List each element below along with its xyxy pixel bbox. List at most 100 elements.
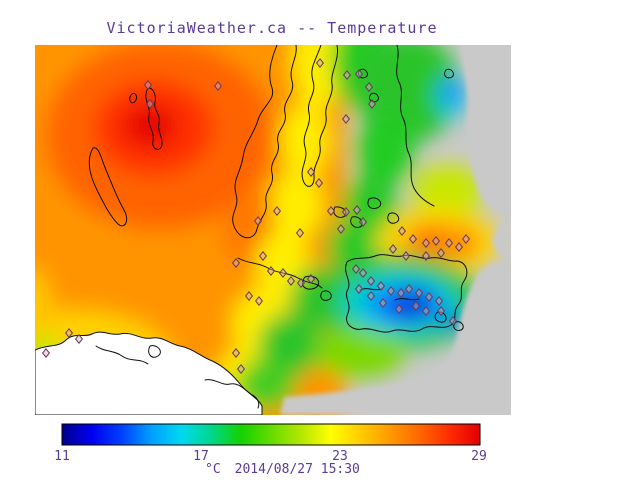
colorbar-gradient-bar: [61, 423, 481, 446]
station-marker: [296, 278, 306, 288]
station-marker: [258, 251, 268, 261]
unit-label: °C: [205, 462, 221, 477]
coastline-inlet-east: [301, 45, 339, 187]
station-marker: [397, 226, 407, 236]
station-marker: [341, 207, 351, 217]
station-marker: [436, 306, 446, 316]
station-marker: [231, 258, 241, 268]
station-marker: [231, 348, 241, 358]
station-markers: [41, 58, 471, 374]
station-marker: [376, 281, 386, 291]
figure-title: VictoriaWeather.ca -- Temperature: [106, 19, 437, 37]
colorbar-tick-label: 23: [332, 449, 348, 464]
station-marker: [254, 296, 264, 306]
colorbar-tick-label: 11: [54, 449, 70, 464]
island-outline: [350, 216, 363, 228]
lake-outline: [145, 87, 163, 150]
island-outline: [88, 147, 128, 227]
coastlines: [88, 45, 468, 409]
station-marker: [272, 206, 282, 216]
station-marker: [378, 298, 388, 308]
station-marker: [314, 178, 324, 188]
station-marker: [354, 284, 364, 294]
station-marker: [336, 224, 346, 234]
station-marker: [366, 276, 376, 286]
island-outline: [453, 321, 464, 331]
no-data-region: [459, 45, 511, 214]
station-marker: [388, 244, 398, 254]
station-marker: [366, 291, 376, 301]
station-marker: [74, 334, 84, 344]
station-marker: [434, 296, 444, 306]
station-marker: [444, 238, 454, 248]
station-marker: [414, 288, 424, 298]
colorbar-caption: °C 2014/08/27 15:30: [205, 462, 360, 477]
island-outline: [358, 68, 368, 79]
station-marker: [278, 268, 288, 278]
island-outline: [301, 275, 320, 290]
island-outline: [320, 290, 332, 301]
station-marker: [424, 292, 434, 302]
coastline-inlet-west: [232, 45, 297, 239]
lake-outline: [129, 92, 137, 104]
station-marker: [315, 58, 325, 68]
island-outline: [369, 92, 379, 103]
timestamp: 2014/08/27 15:30: [235, 462, 360, 477]
station-marker: [253, 216, 263, 226]
station-marker: [421, 251, 431, 261]
station-marker: [364, 82, 374, 92]
station-marker: [143, 80, 153, 90]
no-data-region: [492, 214, 511, 262]
station-marker: [421, 306, 431, 316]
station-marker: [306, 167, 316, 177]
coastline-detail: [394, 298, 420, 301]
station-marker: [266, 266, 276, 276]
coastline-east: [396, 45, 435, 207]
coastline-southeast-island: [345, 254, 468, 333]
colorbar-tick-label: 29: [471, 449, 487, 464]
station-marker: [64, 328, 74, 338]
station-marker: [421, 238, 431, 248]
colorbar-tick-label: 17: [193, 449, 209, 464]
lake-outline: [148, 345, 161, 358]
no-data-regions: [280, 45, 511, 415]
station-marker: [236, 364, 246, 374]
station-marker: [394, 304, 404, 314]
station-marker: [358, 217, 368, 227]
island-outline: [444, 68, 454, 79]
station-marker: [396, 288, 406, 298]
station-marker: [404, 284, 414, 294]
station-marker: [408, 234, 418, 244]
island-outline: [367, 197, 382, 210]
no-data-region: [280, 261, 511, 415]
station-marker: [367, 99, 377, 109]
station-marker: [431, 236, 441, 246]
station-marker: [341, 114, 351, 124]
station-marker: [342, 70, 352, 80]
station-marker: [295, 228, 305, 238]
island-outline: [434, 311, 447, 323]
station-marker: [41, 348, 51, 358]
station-marker: [448, 316, 458, 326]
station-marker: [145, 99, 155, 109]
station-marker: [436, 248, 446, 258]
station-marker: [461, 234, 471, 244]
coastline-detail: [204, 379, 260, 409]
landmass-bottom-left: [35, 331, 263, 415]
station-marker: [401, 251, 411, 261]
station-marker: [386, 286, 396, 296]
station-marker: [411, 301, 421, 311]
station-marker: [358, 268, 368, 278]
station-marker: [244, 291, 254, 301]
coastline-detail: [95, 345, 149, 365]
island-outline: [387, 212, 400, 224]
map-area: [35, 45, 511, 415]
station-marker: [306, 274, 316, 284]
station-marker: [286, 276, 296, 286]
station-marker: [351, 264, 361, 274]
station-marker: [454, 242, 464, 252]
station-marker: [354, 69, 364, 79]
station-marker: [326, 206, 336, 216]
station-marker: [213, 81, 223, 91]
